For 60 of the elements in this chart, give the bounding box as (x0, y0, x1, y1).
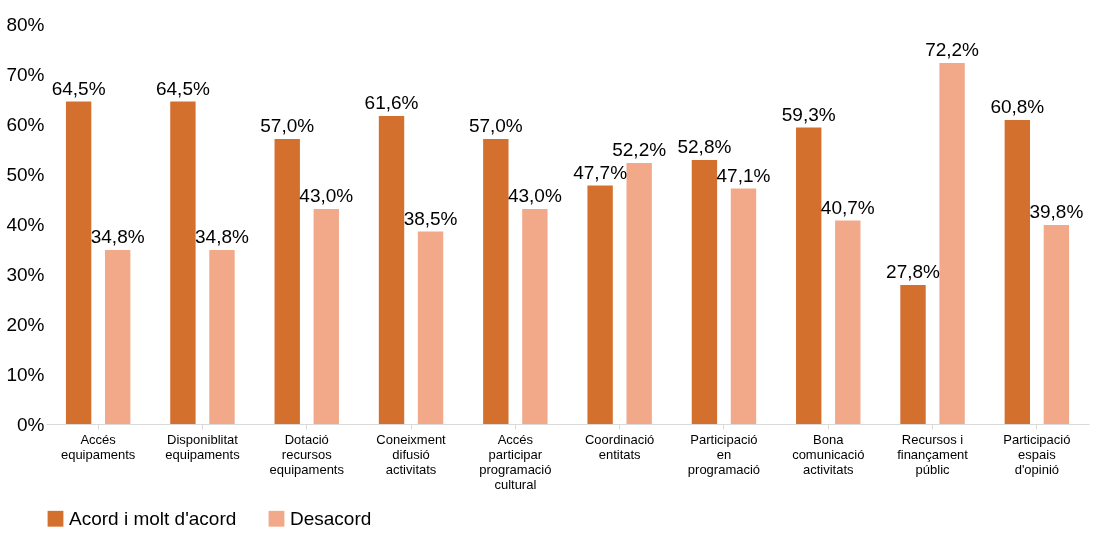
y-tick-label: 10% (6, 363, 45, 385)
data-label: 57,0% (468, 115, 523, 136)
x-tick-label: Coordinació entitats (584, 431, 655, 462)
bar (104, 250, 131, 424)
bar (1004, 120, 1031, 424)
y-tick-label: 20% (6, 313, 45, 335)
bar (522, 209, 548, 424)
x-tick-label: Bona comunicació activitats (792, 431, 865, 477)
x-tick-label: Disponiblitat equipaments (165, 431, 241, 462)
x-tick-label: Accés equipaments (60, 431, 136, 462)
data-label: 38,5% (403, 207, 458, 229)
bar (378, 116, 405, 424)
y-tick-label: 30% (6, 263, 45, 285)
bar (417, 231, 444, 424)
data-label: 47,1% (716, 164, 771, 186)
data-label: 57,0% (260, 115, 315, 136)
y-tick-label: 70% (6, 63, 45, 85)
bar (209, 250, 235, 424)
data-label: 39,8% (1029, 201, 1084, 222)
bar (483, 139, 509, 424)
data-label: 52,2% (612, 139, 667, 160)
bar (730, 188, 757, 424)
x-tick-label: Recursos i finançament públic (897, 431, 969, 477)
data-label: 52,8% (677, 136, 732, 157)
y-tick-label: 40% (6, 213, 45, 235)
data-label: 59,3% (781, 103, 836, 125)
bar (939, 63, 965, 424)
bar (626, 163, 652, 424)
y-tick-label: 50% (6, 163, 45, 185)
data-label: 34,8% (90, 226, 145, 247)
y-tick-label: 60% (6, 113, 45, 135)
bar (274, 139, 300, 424)
bar (796, 127, 822, 424)
bar (691, 160, 718, 424)
bar (313, 209, 339, 424)
data-label: 64,5% (51, 77, 106, 99)
data-label: 43,0% (507, 185, 562, 206)
data-label: 27,8% (886, 261, 941, 282)
bar (1043, 225, 1070, 424)
data-label: 34,8% (195, 226, 250, 247)
data-label: 64,5% (155, 77, 210, 99)
bar (587, 185, 613, 424)
bar (835, 220, 861, 424)
data-label: 40,7% (820, 196, 875, 218)
x-tick-label: Participació espais d'opinió (1003, 431, 1071, 477)
bar (900, 285, 926, 424)
bar (65, 101, 92, 424)
x-tick-label: Coneixment difusió activitats (376, 431, 447, 477)
x-tick-label: Accés participar programació cultural (479, 431, 552, 492)
bar (170, 101, 196, 424)
legend-label: Desacord (290, 507, 372, 529)
data-label: 60,8% (990, 96, 1045, 117)
data-label: 72,2% (925, 39, 980, 60)
data-label: 47,7% (573, 161, 628, 183)
x-tick-label: Participació en programació (687, 431, 761, 477)
x-tick-label: Dotació recursos equipaments (269, 431, 345, 477)
legend-label: Acord i molt d'acord (69, 507, 237, 529)
y-tick-label: 0% (17, 413, 45, 435)
y-tick-label: 80% (6, 13, 45, 35)
data-label: 61,6% (364, 92, 419, 113)
